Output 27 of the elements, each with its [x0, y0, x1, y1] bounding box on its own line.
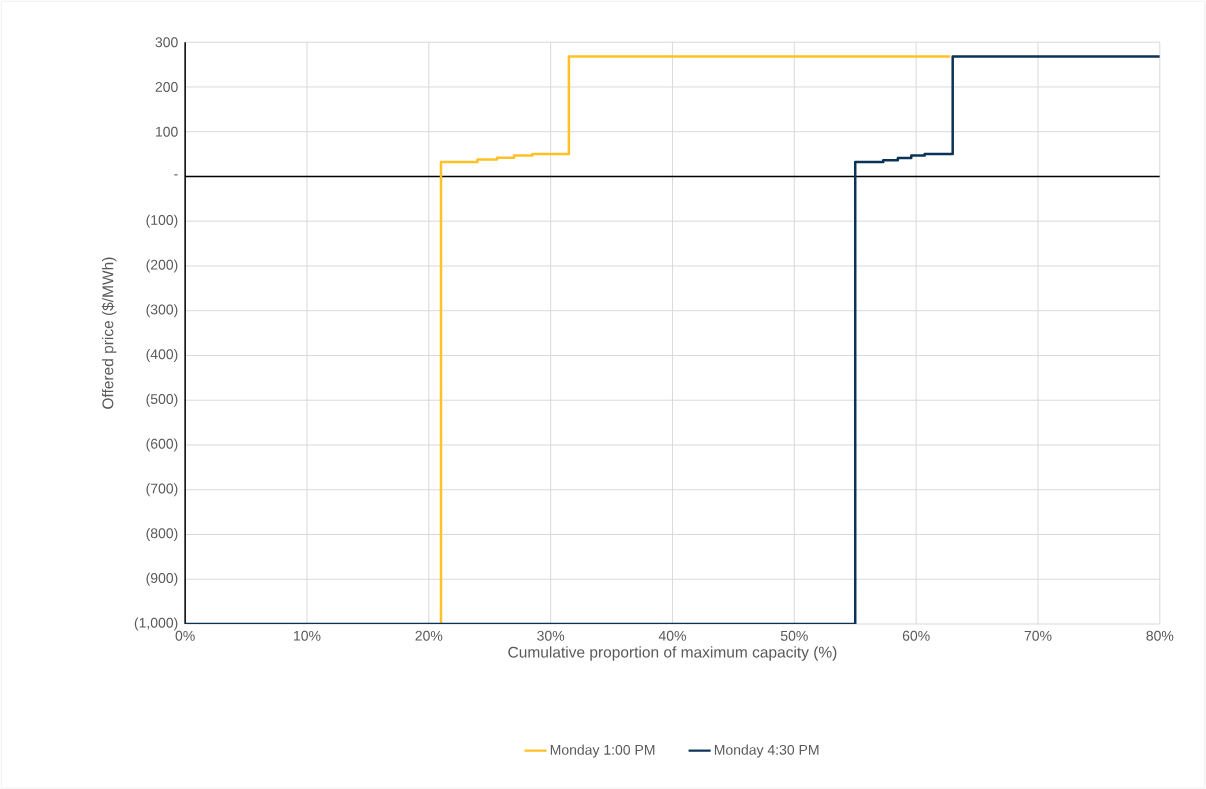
y-tick-label: (500) [146, 393, 178, 407]
y-tick-label: (700) [146, 483, 178, 497]
y-tick-label: 200 [155, 81, 178, 92]
y-tick-label: (200) [146, 259, 178, 273]
y-tick-label: (100) [146, 214, 178, 228]
legend-label: Monday 1:00 PM [550, 744, 655, 758]
x-tick-label: 10% [294, 630, 321, 641]
x-tick-label: 20% [415, 630, 443, 641]
y-tick-label: (600) [146, 438, 178, 452]
x-tick-label: 0% [175, 630, 195, 641]
y-tick-label: (1,000) [134, 617, 178, 631]
x-tick-label: 30% [537, 630, 565, 641]
x-tick-label: 80% [1146, 630, 1174, 641]
y-tick-label: (800) [146, 527, 178, 541]
y-axis-title: Offered price ($/MWh) [101, 257, 117, 409]
y-tick-label: 100 [155, 126, 178, 137]
x-tick-label: 50% [780, 630, 808, 641]
y-tick-label: (900) [146, 572, 178, 586]
x-tick-label: 70% [1024, 630, 1052, 641]
y-tick-label: (300) [146, 304, 178, 318]
legend-label: Monday 4:30 PM [714, 744, 819, 758]
y-tick-label: 300 [155, 37, 178, 48]
y-tick-label: - [174, 174, 178, 176]
x-tick-label: 60% [902, 630, 930, 641]
x-axis-title: Cumulative proportion of maximum capacity (%) [508, 646, 837, 661]
y-tick-label: (400) [146, 348, 178, 362]
x-tick-label: 40% [658, 630, 686, 641]
